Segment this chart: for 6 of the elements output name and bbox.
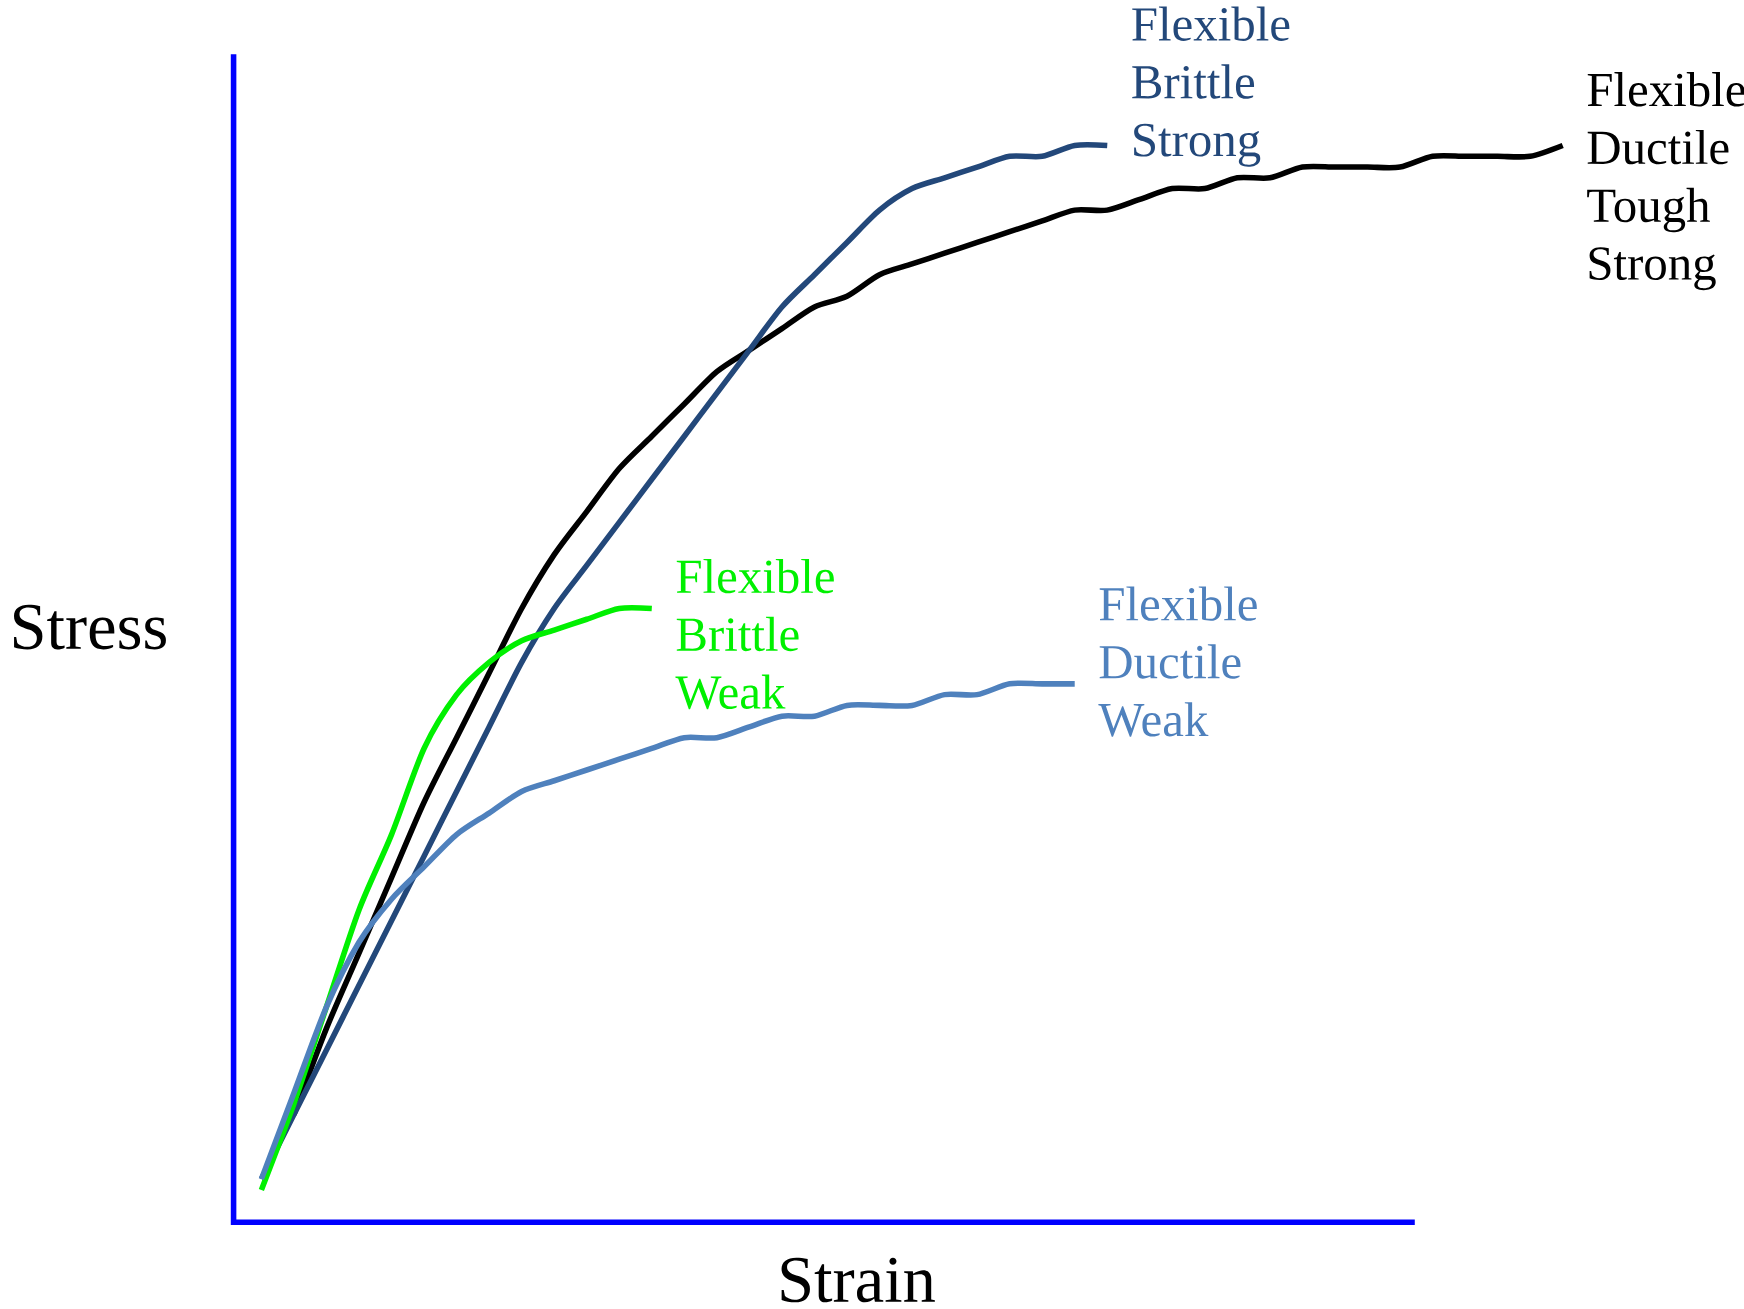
x-axis-title: Strain — [781, 1257, 935, 1303]
series-label: Flexible Brittle Strong — [1132, 6, 1290, 167]
y-axis-title: Stress — [14, 604, 166, 650]
series-label: Flexible Brittle Weak — [675, 558, 834, 710]
series-label: Flexible Ductile Tough Strong — [1587, 72, 1744, 291]
series-label: Flexible Ductile Weak — [1098, 586, 1257, 737]
